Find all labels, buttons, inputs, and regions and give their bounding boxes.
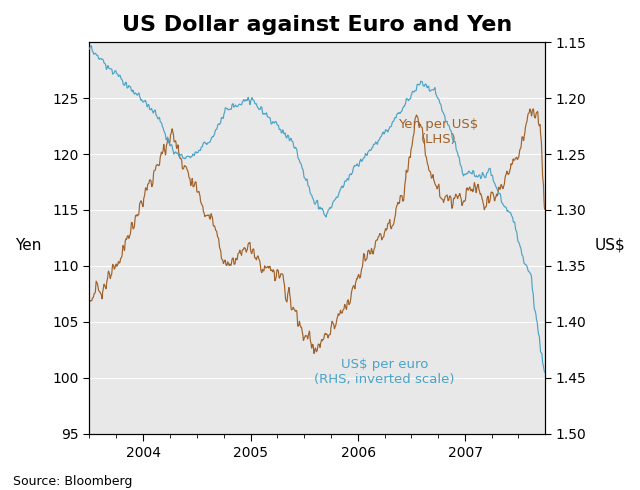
- Text: US$ per euro
(RHS, inverted scale): US$ per euro (RHS, inverted scale): [314, 358, 455, 386]
- Y-axis label: US$: US$: [595, 238, 625, 253]
- Text: Source: Bloomberg: Source: Bloomberg: [13, 474, 132, 488]
- Title: US Dollar against Euro and Yen: US Dollar against Euro and Yen: [122, 15, 512, 35]
- Text: Yen per US$
(LHS): Yen per US$ (LHS): [398, 118, 479, 146]
- Y-axis label: Yen: Yen: [15, 238, 42, 253]
